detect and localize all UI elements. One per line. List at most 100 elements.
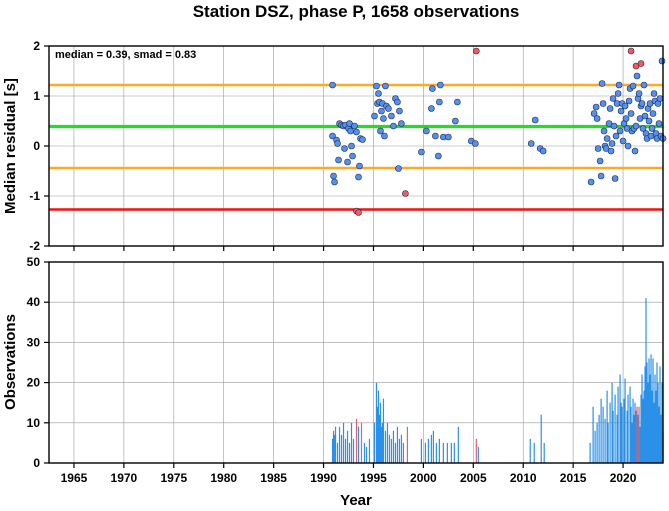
observation-bar bbox=[352, 438, 355, 463]
observation-bar bbox=[340, 434, 343, 463]
residual-point bbox=[603, 135, 611, 142]
y-tick-label: -1 bbox=[29, 189, 40, 203]
x-tick-label: 2005 bbox=[460, 471, 487, 485]
observation-bar bbox=[657, 382, 659, 463]
observation-bar bbox=[639, 426, 641, 463]
observation-bar bbox=[333, 434, 336, 463]
residual-point bbox=[394, 98, 401, 106]
observation-bar bbox=[661, 382, 663, 463]
observation-bar bbox=[629, 386, 631, 463]
residual-point bbox=[398, 120, 405, 127]
outlier-bar bbox=[360, 422, 363, 463]
x-tick-label: 2000 bbox=[410, 471, 437, 485]
residual-point bbox=[607, 147, 615, 155]
residual-point bbox=[371, 112, 378, 120]
observation-bar bbox=[647, 382, 649, 463]
residual-point bbox=[600, 127, 608, 135]
observation-bar bbox=[368, 438, 371, 463]
y-tick-label: 2 bbox=[33, 39, 40, 53]
observation-bar bbox=[376, 406, 379, 463]
residual-gridlines bbox=[49, 45, 663, 247]
observation-bar bbox=[624, 378, 626, 463]
residual-point bbox=[334, 140, 341, 147]
observation-bar bbox=[402, 442, 405, 463]
residual-point bbox=[635, 90, 643, 97]
observation-bar bbox=[640, 394, 642, 463]
observation-bar bbox=[390, 438, 393, 463]
observation-bar bbox=[348, 442, 351, 463]
outlier-bar bbox=[355, 418, 358, 463]
observation-bar bbox=[450, 442, 452, 463]
residual-point bbox=[611, 175, 619, 182]
observation-bar bbox=[382, 398, 385, 463]
residual-point bbox=[650, 90, 658, 97]
residual-point bbox=[385, 105, 392, 112]
observation-bar bbox=[614, 394, 616, 463]
y-tick-label: 30 bbox=[27, 335, 41, 349]
residual-point bbox=[612, 132, 620, 140]
observation-bar bbox=[357, 426, 360, 463]
residual-point bbox=[418, 148, 425, 156]
observation-bar bbox=[394, 442, 397, 463]
residual-point bbox=[656, 95, 664, 102]
observation-bar bbox=[632, 398, 634, 463]
observation-bar bbox=[612, 410, 614, 463]
observation-bar bbox=[384, 430, 387, 463]
residual-point bbox=[624, 142, 632, 150]
observation-bar bbox=[611, 382, 613, 463]
observation-bar bbox=[659, 366, 661, 463]
observation-bar bbox=[442, 442, 444, 463]
observation-bar bbox=[377, 390, 380, 463]
x-tick-label: 1970 bbox=[111, 471, 138, 485]
outlier-point bbox=[637, 60, 645, 67]
observation-bar bbox=[400, 434, 403, 463]
observation-bar bbox=[386, 422, 389, 463]
observation-bar bbox=[646, 362, 648, 463]
observation-bar bbox=[380, 426, 383, 463]
residual-point bbox=[638, 100, 646, 107]
observation-bar bbox=[645, 298, 647, 463]
observation-bar bbox=[656, 362, 658, 463]
residual-point bbox=[378, 107, 385, 115]
observation-bar bbox=[346, 430, 349, 463]
observation-bar bbox=[596, 422, 598, 463]
observation-bar bbox=[334, 426, 337, 463]
residual-point bbox=[631, 147, 639, 155]
residual-point bbox=[355, 173, 362, 181]
observation-bar bbox=[609, 402, 611, 463]
residual-y-axis-label: Median residual [s] bbox=[2, 78, 19, 214]
y-tick-label: 0 bbox=[33, 456, 40, 470]
observation-bar bbox=[457, 426, 459, 463]
residual-point bbox=[341, 145, 348, 152]
observation-bar bbox=[540, 414, 542, 463]
residual-point bbox=[380, 115, 387, 122]
residual-point bbox=[351, 122, 358, 130]
residual-point bbox=[330, 172, 337, 180]
observation-bar bbox=[604, 418, 606, 463]
observation-bar bbox=[379, 402, 382, 463]
observation-bar bbox=[652, 358, 654, 463]
x-tick-label: 1995 bbox=[360, 471, 387, 485]
residual-point bbox=[625, 97, 633, 105]
observation-bar bbox=[651, 390, 653, 463]
observation-bar bbox=[365, 446, 368, 463]
observations-panel: 0 10 20 30 40 50 1965 1970 1975 1980 1985 1990 1995… bbox=[2, 246, 664, 485]
residual-point bbox=[633, 72, 641, 80]
x-tick-label: 1985 bbox=[260, 471, 287, 485]
residual-point bbox=[445, 133, 452, 141]
observation-bar bbox=[626, 410, 628, 463]
observation-bar bbox=[631, 422, 633, 463]
residual-point bbox=[437, 81, 444, 89]
outlier-point bbox=[355, 209, 362, 216]
x-tick-label: 1975 bbox=[160, 471, 187, 485]
residual-point bbox=[388, 112, 395, 120]
observation-bar bbox=[381, 422, 384, 463]
residual-point bbox=[396, 107, 403, 115]
residual-point bbox=[428, 105, 435, 112]
observation-bar bbox=[634, 402, 636, 463]
observation-bar bbox=[655, 390, 657, 463]
residual-point bbox=[335, 156, 342, 164]
residual-point bbox=[639, 125, 647, 132]
residual-point bbox=[423, 127, 430, 135]
